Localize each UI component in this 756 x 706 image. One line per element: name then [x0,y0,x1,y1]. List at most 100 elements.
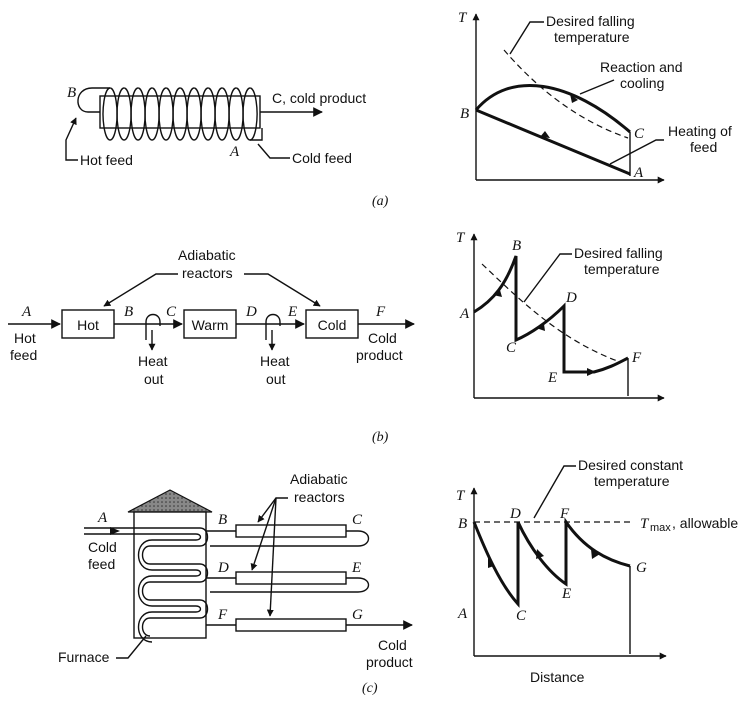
heating-label2-a: feed [690,139,717,155]
pt-a-b: A [459,306,470,322]
arrow-b1 [493,290,502,297]
arrow-b3 [587,368,596,376]
adiabatic-leader-c3 [266,497,277,617]
label-b-f: F [375,304,386,320]
tube-reactor-1 [235,524,347,538]
pt-c-a: C [634,126,645,142]
label-warm: Warm [192,317,229,333]
pt-b-a: B [460,106,469,122]
pt-e-b: E [547,370,557,386]
adiabatic-leader-c1 [257,497,288,523]
pt-f-c: F [559,506,570,522]
heat-out-1b: out [144,371,164,387]
loop-b [77,87,110,113]
reaction-curve-a [474,83,631,134]
label-c-d: D [217,560,229,576]
tube-reactor-a [99,95,261,129]
feed-arrow-c [110,527,120,535]
panel-a-plot: T B C A Desired falling temperature Reac… [458,10,732,184]
desired-label-b: Desired falling [574,245,663,261]
label-c-a: A [97,510,108,526]
arrow-heating-a [540,131,550,138]
panel-b-schematic: Hot Warm Cold A B C D E F Hot feed Cold … [8,247,415,445]
heat-out-1a: Heat [138,353,168,369]
furnace-coil-inner [84,533,202,643]
temperature-profile-c [472,517,631,608]
caption-b: (b) [372,430,389,445]
desired-label-c: Desired constant [578,457,683,473]
arrow-c1 [488,558,494,568]
caption-c: (c) [362,681,378,696]
label-a-b: B [67,85,76,101]
cold-feed-label: Cold feed [292,150,352,166]
label-c-e: E [351,560,361,576]
heat-out-2a: Heat [260,353,290,369]
desired-leader-b [523,253,572,303]
cold-feed-c1: Cold [88,539,117,555]
desired-leader-a [509,21,544,55]
pt-f-b: F [631,350,642,366]
desired-label2-c: temperature [594,473,670,489]
desired-label-a: Desired falling [546,13,635,29]
heating-label-a: Heating of [668,123,732,139]
reactors-c: reactors [294,489,345,505]
arrow-reaction-a [570,94,578,103]
hot-feed-b1: Hot [14,330,36,346]
cold-prod-b2: product [356,347,403,363]
cold-prod-c1: Cold [378,637,407,653]
tmax-rest: , allowable [672,515,738,531]
furnace-label: Furnace [58,649,110,665]
adiabatic-leader-c2 [250,497,277,571]
cold-feed-leader [257,143,290,159]
adiabatic-b: Adiabatic [178,247,236,263]
heat-out-2b: out [266,371,286,387]
hot-feed-b2: feed [10,347,37,363]
adiabatic-c: Adiabatic [290,471,348,487]
reactor-hot [61,309,115,339]
reaction-label2-a: cooling [620,75,664,91]
pt-a-c: A [457,606,468,622]
cold-feed-c2: feed [88,556,115,572]
arrow-b2 [536,324,545,331]
tmax-sub: max [650,522,671,534]
label-c-b: B [218,512,227,528]
label-hot: Hot [77,317,99,333]
panel-c-schematic: A B C D E F G Cold feed Furnace Cold pro… [58,471,413,696]
desired-curve-b [481,263,621,363]
heat-exchanger-2 [265,313,281,351]
reaction-label-a: Reaction and [600,59,683,75]
desired-leader-c [533,465,576,519]
adiabatic-leader-left [103,273,178,307]
pt-c-b: C [506,340,517,356]
reactors-b: reactors [182,265,233,281]
desired-label2-a: temperature [554,29,630,45]
furnace-leader [116,635,147,659]
pt-d-c: D [509,506,521,522]
panel-c-plot: T B D F A C E G T max , allowable Desire… [456,457,738,685]
pt-c-c: C [516,608,527,624]
furnace-coil-outer [84,527,209,637]
arrow-c3 [591,549,600,559]
pt-e-c: E [561,586,571,602]
pt-g-c: G [636,560,647,576]
panel-b-plot: T A B C D E F Desired falling temperatur… [456,230,665,402]
heat-exchanger-1 [145,313,161,351]
reactor-cold [305,309,359,339]
label-c-g: G [352,607,363,623]
hot-feed-leader [65,117,78,161]
cold-prod-c2: product [366,654,413,670]
label-b-d: D [245,304,257,320]
label-c-f: F [217,607,228,623]
label-a-a: A [229,144,240,160]
distance-label: Distance [530,669,585,685]
desired-label2-b: temperature [584,261,660,277]
label-b-e: E [287,304,297,320]
coil-a [102,87,258,141]
furnace-roof [127,489,213,513]
axis-t-label-b: T [456,230,466,246]
pt-b-b: B [512,238,521,254]
label-cold: Cold [318,317,347,333]
panel-a-schematic: B C, cold product A Hot feed Cold feed (… [65,85,389,209]
